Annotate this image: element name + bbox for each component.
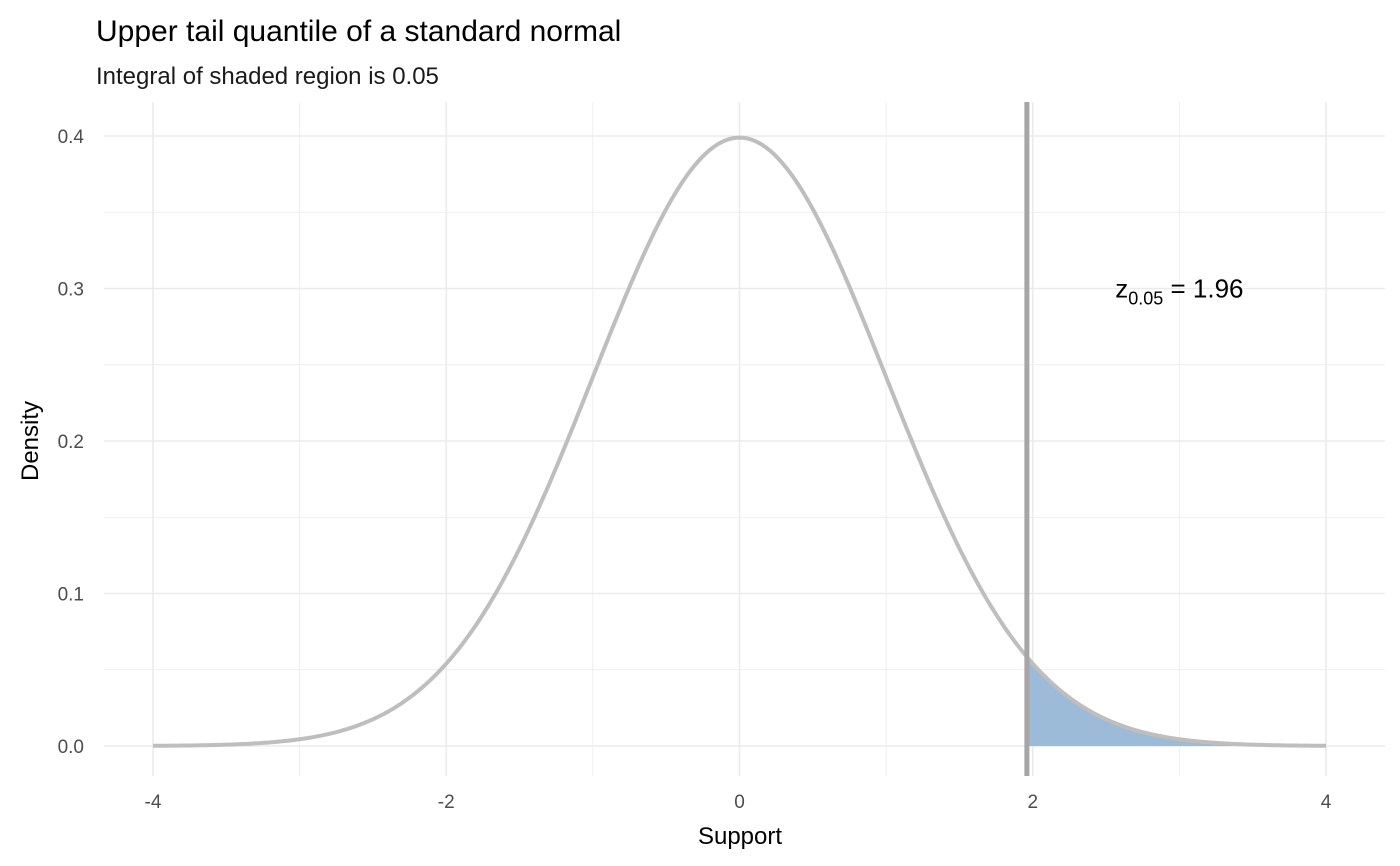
annotation-z: z <box>1115 274 1128 304</box>
chart-subtitle: Integral of shaded region is 0.05 <box>96 63 439 90</box>
shaded-region <box>1026 656 1326 746</box>
y-axis-title: Density <box>17 401 44 481</box>
y-tick-label: 0.1 <box>58 585 84 606</box>
density-curve <box>152 135 1327 748</box>
y-tick-label: 0.2 <box>58 432 84 453</box>
x-axis-title: Support <box>698 823 782 850</box>
x-tick-label: -4 <box>145 792 162 813</box>
x-tick-label: 4 <box>1321 792 1332 813</box>
x-tick-label: 2 <box>1027 792 1038 813</box>
y-tick-label: 0.0 <box>58 737 84 758</box>
annotation-subscript: 0.05 <box>1128 289 1163 309</box>
x-tick-labels: -4 -2 0 2 4 <box>145 792 1332 813</box>
chart-title: Upper tail quantile of a standard normal <box>96 15 621 48</box>
grid <box>104 102 1385 776</box>
x-tick-label: -2 <box>438 792 455 813</box>
y-tick-labels: 0.0 0.1 0.2 0.3 0.4 <box>58 127 85 758</box>
quantile-annotation: z0.05 = 1.96 <box>1115 274 1243 309</box>
y-tick-label: 0.4 <box>58 127 85 148</box>
x-tick-label: 0 <box>734 792 745 813</box>
annotation-value: = 1.96 <box>1163 274 1243 304</box>
y-tick-label: 0.3 <box>58 280 84 301</box>
